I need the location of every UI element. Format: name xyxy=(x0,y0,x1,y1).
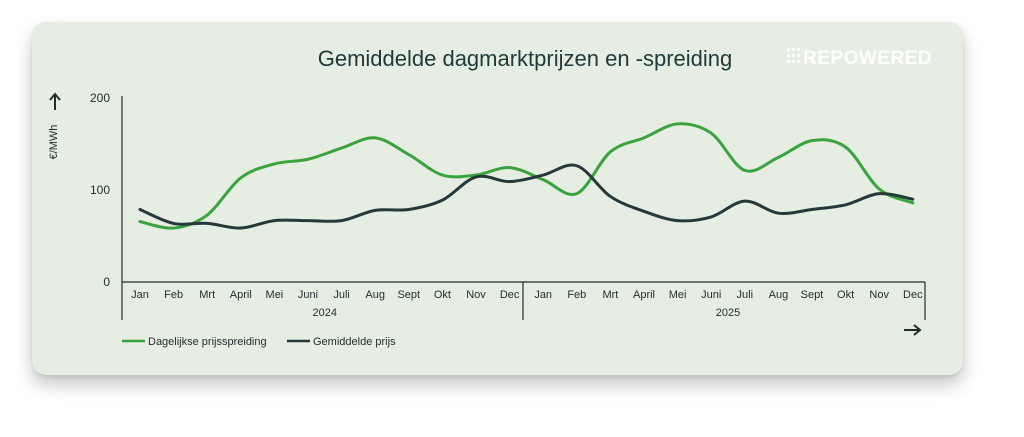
series-lines xyxy=(138,122,915,230)
x-tick-labels: Jan Feb Mrt April Mei Juni Juli Aug Sept Okt Nov De… xyxy=(131,289,923,301)
x-tick-label: Juli xyxy=(737,289,754,301)
logo-text: REPOWERED xyxy=(803,48,932,69)
x-tick-label: Juni xyxy=(298,289,318,301)
x-tick-label: Aug xyxy=(769,289,789,301)
x-tick-label: Jan xyxy=(534,289,552,301)
x-tick-label: Jan xyxy=(131,289,149,301)
chart-card xyxy=(32,22,963,375)
x-tick-label: Sept xyxy=(397,289,420,301)
year-labels: 2024 2025 xyxy=(313,307,741,319)
x-tick-label: Aug xyxy=(365,289,385,301)
year-label: 2024 xyxy=(313,307,337,319)
y-tick-label: 200 xyxy=(90,91,110,105)
x-tick-label: Okt xyxy=(837,289,854,301)
legend-item: Gemiddelde prijs xyxy=(287,336,396,348)
x-tick-label: April xyxy=(633,289,655,301)
arrow-up-icon xyxy=(49,92,61,110)
x-tick-label: Okt xyxy=(434,289,451,301)
y-tick-label: 100 xyxy=(90,183,110,197)
year-label: 2025 xyxy=(716,307,740,319)
series-line-1 xyxy=(138,122,915,230)
arrow-right-icon xyxy=(904,324,922,336)
y-axis-label: €/MWh xyxy=(48,125,60,160)
chart-title: Gemiddelde dagmarktprijzen en -spreiding xyxy=(318,46,733,71)
x-tick-label: Juni xyxy=(701,289,721,301)
x-tick-label: Nov xyxy=(869,289,889,301)
x-tick-label: Mei xyxy=(669,289,687,301)
x-tick-label: Feb xyxy=(164,289,183,301)
x-tick-label: Sept xyxy=(801,289,824,301)
x-tick-label: Dec xyxy=(500,289,520,301)
legend: Dagelijkse prijsspreiding Gemiddelde pri… xyxy=(122,336,396,348)
x-tick-label: Dec xyxy=(903,289,923,301)
y-tick-label: 0 xyxy=(103,275,110,289)
legend-label: Dagelijkse prijsspreiding xyxy=(148,336,267,348)
legend-item: Dagelijkse prijsspreiding xyxy=(122,336,267,348)
series-line-2 xyxy=(138,163,915,230)
x-tick-label: Mrt xyxy=(199,289,215,301)
x-tick-label: Mrt xyxy=(602,289,618,301)
repowered-logo: REPOWERED xyxy=(787,48,932,69)
x-tick-label: Mei xyxy=(266,289,284,301)
x-tick-label: Nov xyxy=(466,289,486,301)
logo-dots-icon xyxy=(787,48,800,63)
x-tick-label: Juli xyxy=(333,289,350,301)
legend-label: Gemiddelde prijs xyxy=(313,336,396,348)
x-tick-label: Feb xyxy=(567,289,586,301)
x-tick-label: April xyxy=(230,289,252,301)
y-ticks: 0 100 200 xyxy=(90,91,110,289)
